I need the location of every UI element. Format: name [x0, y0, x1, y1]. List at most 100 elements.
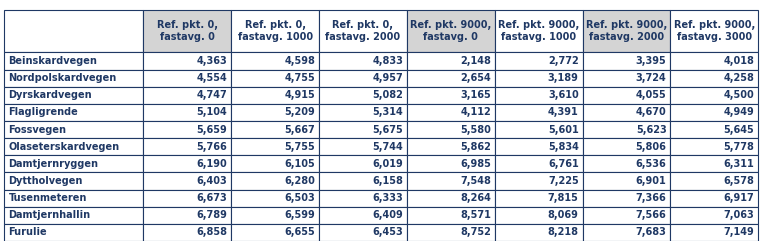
Bar [231, 207, 319, 224]
Bar [231, 10, 319, 53]
Text: 6,901: 6,901 [636, 176, 667, 186]
Bar [143, 87, 231, 104]
Bar [319, 190, 407, 207]
Bar [4, 121, 143, 138]
Bar [582, 172, 671, 190]
Text: 4,747: 4,747 [197, 90, 227, 100]
Bar [407, 70, 495, 87]
Bar [231, 121, 319, 138]
Bar [4, 87, 143, 104]
Text: Furulie: Furulie [8, 228, 47, 237]
Text: Ref. pkt. 9000,
fastavg. 0: Ref. pkt. 9000, fastavg. 0 [410, 20, 491, 42]
Bar [495, 70, 582, 87]
Bar [143, 207, 231, 224]
Text: 4,755: 4,755 [284, 73, 315, 83]
Text: 5,580: 5,580 [460, 125, 491, 134]
Text: Tusenmeteren: Tusenmeteren [8, 193, 87, 203]
Text: 3,724: 3,724 [636, 73, 667, 83]
Text: 6,985: 6,985 [460, 159, 491, 169]
Text: 7,225: 7,225 [548, 176, 578, 186]
Bar [495, 190, 582, 207]
Text: 7,815: 7,815 [548, 193, 578, 203]
Bar [143, 10, 231, 53]
Text: 6,655: 6,655 [284, 228, 315, 237]
Bar [143, 104, 231, 121]
Bar [143, 70, 231, 87]
Text: 6,190: 6,190 [197, 159, 227, 169]
Text: 4,915: 4,915 [284, 90, 315, 100]
Bar [671, 87, 758, 104]
Text: Ref. pkt. 9000,
fastavg. 1000: Ref. pkt. 9000, fastavg. 1000 [498, 20, 579, 42]
Bar [582, 224, 671, 241]
Bar [671, 155, 758, 172]
Bar [4, 104, 143, 121]
Bar [319, 53, 407, 70]
Text: 7,366: 7,366 [636, 193, 667, 203]
Bar [319, 138, 407, 155]
Text: 4,018: 4,018 [723, 56, 754, 66]
Bar [671, 10, 758, 53]
Text: 4,391: 4,391 [548, 107, 578, 117]
Bar [231, 190, 319, 207]
Text: 7,548: 7,548 [460, 176, 491, 186]
Text: 6,503: 6,503 [284, 193, 315, 203]
Text: Flagligrende: Flagligrende [8, 107, 78, 117]
Text: 6,311: 6,311 [724, 159, 754, 169]
Bar [407, 10, 495, 53]
Bar [582, 10, 671, 53]
Text: 5,778: 5,778 [723, 142, 754, 152]
Text: Fossvegen: Fossvegen [8, 125, 66, 134]
Text: 6,019: 6,019 [373, 159, 403, 169]
Bar [407, 121, 495, 138]
Text: Ref. pkt. 0,
fastavg. 1000: Ref. pkt. 0, fastavg. 1000 [238, 20, 312, 42]
Text: 5,862: 5,862 [460, 142, 491, 152]
Bar [407, 155, 495, 172]
Text: 5,766: 5,766 [197, 142, 227, 152]
Text: 5,667: 5,667 [284, 125, 315, 134]
Text: 2,772: 2,772 [548, 56, 578, 66]
Text: 5,104: 5,104 [197, 107, 227, 117]
Text: 6,789: 6,789 [197, 210, 227, 220]
Bar [582, 70, 671, 87]
Bar [671, 104, 758, 121]
Bar [4, 224, 143, 241]
Bar [231, 155, 319, 172]
Bar [671, 121, 758, 138]
Bar [407, 172, 495, 190]
Bar [319, 121, 407, 138]
Text: 4,949: 4,949 [724, 107, 754, 117]
Text: 4,833: 4,833 [372, 56, 403, 66]
Text: 6,599: 6,599 [284, 210, 315, 220]
Bar [143, 224, 231, 241]
Bar [319, 155, 407, 172]
Bar [582, 53, 671, 70]
Text: 4,598: 4,598 [284, 56, 315, 66]
Bar [407, 104, 495, 121]
Text: 6,917: 6,917 [724, 193, 754, 203]
Bar [143, 190, 231, 207]
Bar [231, 138, 319, 155]
Text: 4,363: 4,363 [197, 56, 227, 66]
Bar [495, 207, 582, 224]
Text: 5,806: 5,806 [636, 142, 667, 152]
Bar [495, 87, 582, 104]
Text: Damtjernryggen: Damtjernryggen [8, 159, 98, 169]
Text: 6,858: 6,858 [197, 228, 227, 237]
Text: Ref. pkt. 0,
fastavg. 2000: Ref. pkt. 0, fastavg. 2000 [325, 20, 401, 42]
Bar [4, 53, 143, 70]
Text: 7,149: 7,149 [724, 228, 754, 237]
Text: Nordpolskardvegen: Nordpolskardvegen [8, 73, 117, 83]
Text: 2,148: 2,148 [460, 56, 491, 66]
Bar [582, 87, 671, 104]
Text: 4,258: 4,258 [723, 73, 754, 83]
Text: Dyttholvegen: Dyttholvegen [8, 176, 83, 186]
Text: 6,761: 6,761 [548, 159, 578, 169]
Text: 6,409: 6,409 [373, 210, 403, 220]
Text: 5,623: 5,623 [636, 125, 667, 134]
Bar [407, 190, 495, 207]
Bar [582, 155, 671, 172]
Text: 6,453: 6,453 [373, 228, 403, 237]
Bar [319, 70, 407, 87]
Bar [671, 172, 758, 190]
Text: 5,601: 5,601 [548, 125, 578, 134]
